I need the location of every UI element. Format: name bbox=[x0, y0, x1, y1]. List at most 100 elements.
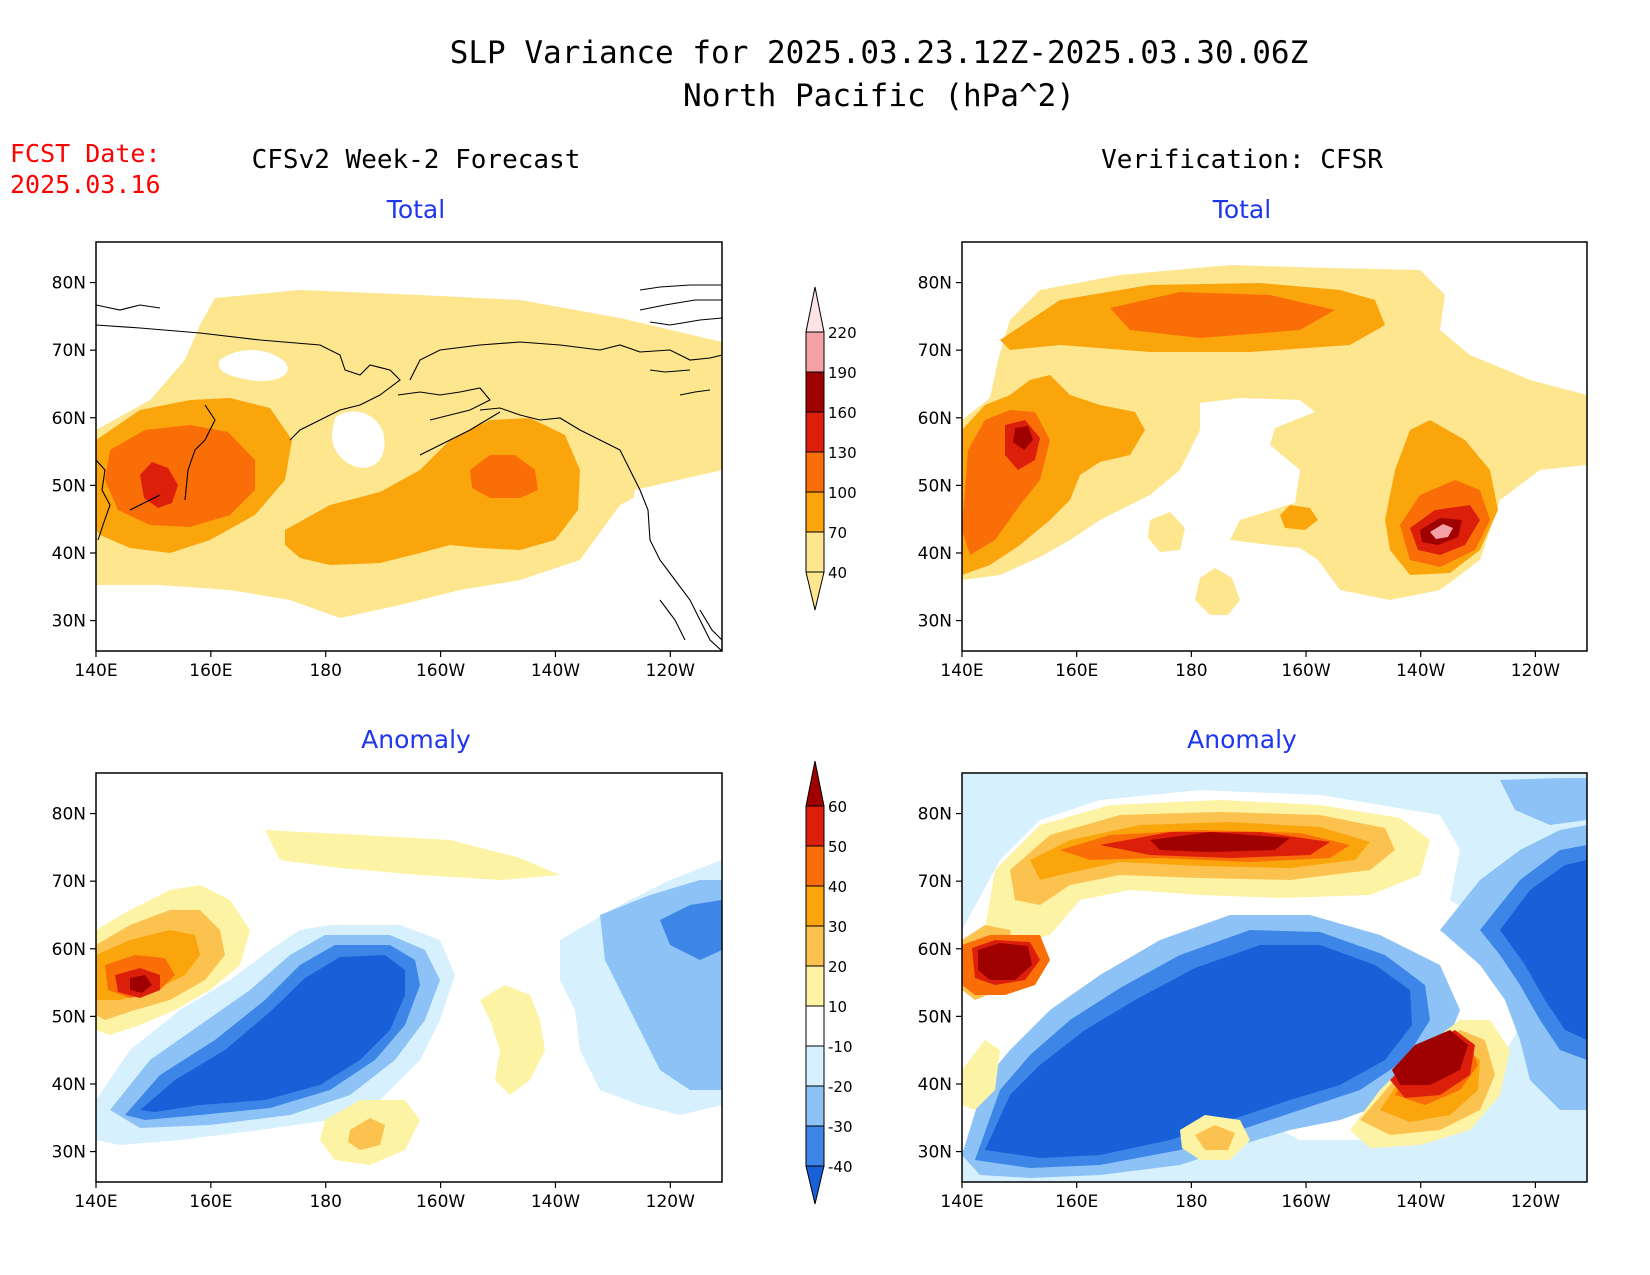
lon-tick-label: 160E bbox=[189, 1192, 232, 1212]
colorbar-label: -20 bbox=[828, 1078, 853, 1096]
colorbar-label: 160 bbox=[828, 404, 857, 422]
colorbar-swatch bbox=[805, 491, 825, 533]
lon-tick-label: 140W bbox=[531, 1192, 580, 1212]
plot-frame bbox=[961, 241, 1588, 652]
colorbar-label: 30 bbox=[828, 918, 847, 936]
lon-tick-label: 160W bbox=[1281, 1192, 1330, 1212]
contour-minus40 bbox=[985, 945, 1412, 1158]
colorbar-label: -10 bbox=[828, 1038, 853, 1056]
colorbar-swatch bbox=[805, 331, 825, 373]
colorbar-swatch bbox=[805, 845, 825, 887]
colorbar-swatch bbox=[805, 1125, 825, 1167]
colorbar-label: 130 bbox=[828, 444, 857, 462]
lon-tick-label: 160E bbox=[1055, 1192, 1098, 1212]
contour-minus30 bbox=[660, 900, 722, 960]
colorbar-label: 100 bbox=[828, 484, 857, 502]
contour-gap bbox=[218, 350, 288, 382]
axis-ticks: 30N 40N 50N 60N 70N 80N 140E 160E 180 160W 140W 120… bbox=[918, 274, 1561, 681]
colorbar-label: -40 bbox=[828, 1158, 853, 1176]
fcst-date-value: 2025.03.16 bbox=[10, 170, 161, 199]
colorbar-swatch bbox=[805, 531, 825, 573]
contour-190 bbox=[1430, 524, 1453, 539]
lon-tick-label: 140E bbox=[940, 1192, 983, 1212]
contour-plus20 bbox=[348, 1118, 385, 1150]
lat-tick-label: 50N bbox=[52, 476, 86, 496]
contour-minus40 bbox=[140, 955, 405, 1112]
contour-plus10 bbox=[480, 985, 545, 1095]
colorbar-tail-high bbox=[805, 286, 825, 333]
colorbar-label: 70 bbox=[828, 524, 847, 542]
lat-tick-label: 30N bbox=[918, 1143, 952, 1163]
fcst-date-label: FCST Date: bbox=[10, 139, 161, 168]
axis-ticks: 30N 40N 50N 60N 70N 80N 140E 160E 180 160W 140W 120… bbox=[918, 805, 1561, 1212]
contour-100 bbox=[1110, 292, 1335, 338]
lat-tick-label: 50N bbox=[52, 1007, 86, 1027]
lat-tick-label: 80N bbox=[918, 274, 952, 294]
axis-ticks: 30N 40N 50N 60N 70N 80N 140E 160E 180 160W 140W 120… bbox=[52, 274, 695, 681]
map-panel-fcst-total: 30N 40N 50N 60N 70N 80N 140E 160E 180 160W 140W 120… bbox=[52, 241, 723, 681]
colorbar-label: 20 bbox=[828, 958, 847, 976]
lon-tick-label: 120W bbox=[646, 1192, 695, 1212]
lon-tick-label: 140W bbox=[1396, 1192, 1445, 1212]
lon-tick-label: 180 bbox=[309, 1192, 341, 1212]
colorbar-label: 10 bbox=[828, 998, 847, 1016]
lat-tick-label: 50N bbox=[918, 476, 952, 496]
right-column-title: Verification: CFSR bbox=[1101, 145, 1383, 175]
lat-tick-label: 30N bbox=[52, 1143, 86, 1163]
colorbar-anomaly: -40 -30 -20 -10 10 20 30 40 50 60 bbox=[805, 760, 853, 1205]
panel-subtitle-verif-total: Total bbox=[1212, 195, 1271, 224]
colorbar-label: 60 bbox=[828, 798, 847, 816]
plot-frame bbox=[95, 241, 723, 652]
lon-tick-label: 140E bbox=[74, 1192, 117, 1212]
colorbar-swatch bbox=[805, 1045, 825, 1087]
colorbar-total: 40 70 100 130 160 190 220 bbox=[805, 286, 857, 611]
contour-100 bbox=[105, 425, 255, 527]
colorbar-label: 40 bbox=[828, 564, 847, 582]
lon-tick-label: 120W bbox=[1511, 1192, 1560, 1212]
lat-tick-label: 80N bbox=[52, 805, 86, 825]
map-panel-fcst-anomaly: 30N 40N 50N 60N 70N 80N 140E 160E 180 160W 140W 120… bbox=[52, 772, 723, 1212]
contour-plus60 bbox=[130, 975, 152, 993]
lon-tick-label: 160W bbox=[416, 1192, 465, 1212]
map-panel-verif-total: 30N 40N 50N 60N 70N 80N 140E 160E 180 160W 140W 120… bbox=[918, 241, 1588, 681]
lon-tick-label: 140W bbox=[1396, 661, 1445, 681]
left-column-title: CFSv2 Week-2 Forecast bbox=[252, 145, 581, 175]
lat-tick-label: 70N bbox=[918, 341, 952, 361]
contour-40 bbox=[1195, 568, 1240, 615]
colorbar-label: 220 bbox=[828, 324, 857, 342]
panel-subtitle-fcst-anomaly: Anomaly bbox=[361, 725, 471, 754]
colorbar-swatch bbox=[805, 371, 825, 413]
lat-tick-label: 40N bbox=[52, 544, 86, 564]
contour-plus60 bbox=[1392, 1030, 1468, 1085]
contour-fields-fcst-anomaly bbox=[96, 830, 722, 1165]
lat-tick-label: 60N bbox=[52, 409, 86, 429]
colorbar-tail-high bbox=[805, 760, 825, 807]
contour-40 bbox=[1148, 512, 1185, 552]
lat-tick-label: 30N bbox=[52, 612, 86, 632]
contour-70 bbox=[1280, 505, 1318, 530]
lat-tick-label: 70N bbox=[52, 872, 86, 892]
contour-100 bbox=[470, 455, 538, 498]
contour-160 bbox=[1013, 426, 1033, 450]
contour-fields-verif-anomaly bbox=[962, 773, 1587, 1182]
colorbar-label: 50 bbox=[828, 838, 847, 856]
lat-tick-label: 60N bbox=[52, 940, 86, 960]
lon-tick-label: 160E bbox=[1055, 661, 1098, 681]
colorbar-swatch bbox=[805, 885, 825, 927]
lon-tick-label: 140W bbox=[531, 661, 580, 681]
contour-plus10 bbox=[265, 830, 560, 880]
lon-tick-label: 140E bbox=[940, 661, 983, 681]
lon-tick-label: 120W bbox=[1511, 661, 1560, 681]
colorbar-tail-low bbox=[805, 571, 825, 611]
figure-title-line2: North Pacific (hPa^2) bbox=[683, 78, 1075, 114]
colorbar-swatch bbox=[805, 451, 825, 493]
plot-frame bbox=[961, 772, 1588, 1183]
contour-minus40 bbox=[1500, 860, 1587, 1040]
colorbar-swatch bbox=[805, 411, 825, 453]
lon-tick-label: 180 bbox=[309, 661, 341, 681]
lat-tick-label: 30N bbox=[918, 612, 952, 632]
contour-plus10 bbox=[962, 1040, 1000, 1110]
lon-tick-label: 120W bbox=[646, 661, 695, 681]
colorbar-label: 190 bbox=[828, 364, 857, 382]
